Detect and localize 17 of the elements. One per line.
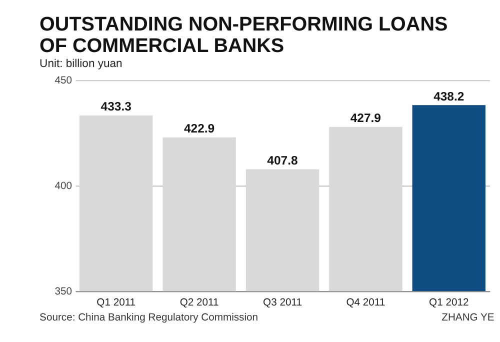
x-tick-label: Q3 2011 xyxy=(263,298,302,309)
data-label: 427.9 xyxy=(350,111,382,126)
x-tick-label: Q1 2012 xyxy=(429,298,469,309)
y-tick-label: 450 xyxy=(54,76,72,87)
x-tick-label: Q1 2011 xyxy=(96,298,136,309)
y-tick-label: 400 xyxy=(54,180,72,192)
x-tick-label: Q2 2011 xyxy=(180,298,219,309)
data-label: 438.2 xyxy=(434,89,464,104)
chart-title: OUTSTANDING NON-PERFORMING LOANS OF COMMERCIAL BANKS xyxy=(40,13,448,57)
source-note: Source: China Banking Regulatory Commission xyxy=(40,312,258,324)
data-label: 422.9 xyxy=(184,122,215,136)
x-tick-label: Q4 2011 xyxy=(346,298,386,309)
chart-subtitle: Unit: billion yuan xyxy=(40,58,122,70)
y-tick-label: 350 xyxy=(54,286,72,298)
text: ZHANG YE xyxy=(442,312,494,324)
data-label: 407.8 xyxy=(267,154,298,168)
data-label: 433.3 xyxy=(100,100,132,114)
